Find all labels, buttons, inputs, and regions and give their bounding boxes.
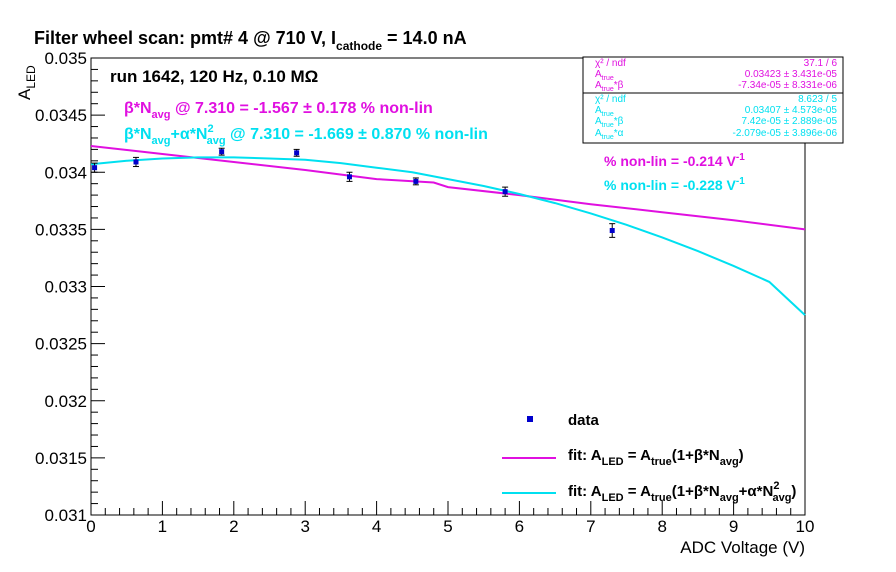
x-tick-label: 5 [443, 517, 452, 536]
data-point [346, 174, 352, 180]
data-point [133, 159, 139, 165]
chart-title-tail: = 14.0 nA [382, 28, 467, 48]
x-tick-label: 9 [729, 517, 738, 536]
x-tick-label: 10 [796, 517, 815, 536]
data-point [413, 178, 419, 184]
stats-box-quadratic: χ² / ndf 8.623 / 5 Atrue 0.03407 ± 4.573… [582, 92, 844, 144]
chart-title: Filter wheel scan: pmt# 4 @ 710 V, Icath… [34, 28, 467, 53]
stats-linear-chi2-label: χ² / ndf [595, 58, 626, 69]
legend-quad-label: fit: ALED = Atrue(1+β*Navg+α*N2 avg) [568, 480, 796, 504]
stats-box-quadratic-frame [582, 92, 844, 144]
y-tick-label: 0.033 [44, 278, 87, 297]
stats-linear-beta-value: -7.34e-05 ± 8.331e-06 [738, 80, 837, 91]
stats-quad-beta-label: Atrue*β [595, 116, 624, 129]
fit-curves [90, 145, 806, 316]
chart-title-main: Filter wheel scan: pmt# 4 @ 710 V, I [34, 28, 336, 48]
x-axis-label: ADC Voltage (V) [680, 538, 805, 557]
x-tick-label: 1 [158, 517, 167, 536]
linear-fit-curve [90, 145, 806, 231]
stats-quad-beta-value: 7.42e-05 ± 2.889e-05 [741, 116, 837, 127]
data-point [219, 149, 225, 155]
x-tick-label: 7 [586, 517, 595, 536]
data-point [502, 189, 508, 195]
stats-linear-atrue-label: Atrue [595, 69, 614, 82]
legend-data-label: data [568, 412, 600, 429]
run-label: run 1642, 120 Hz, 0.10 MΩ [110, 67, 318, 86]
x-tick-label: 8 [657, 517, 666, 536]
data-point [92, 165, 98, 171]
quadratic-fit-curve [90, 156, 806, 316]
y-tick-label: 0.0335 [35, 220, 87, 239]
y-tick-label: 0.031 [44, 506, 87, 525]
stats-box-linear: χ² / ndf 37.1 / 6 Atrue 0.03423 ± 3.431e… [582, 56, 844, 94]
y-axis-label-group: ALED [15, 65, 38, 100]
stats-quad-atrue-label: Atrue [595, 105, 614, 118]
y-tick-label: 0.0345 [35, 106, 87, 125]
stats-quad-alpha-value: -2.079e-05 ± 3.896e-06 [733, 128, 838, 139]
y-tick-label: 0.032 [44, 392, 87, 411]
y-tick-label: 0.0325 [35, 335, 87, 354]
stats-linear-chi2-value: 37.1 / 6 [804, 58, 838, 69]
y-tick-label: 0.034 [44, 163, 87, 182]
cyan-nonlin-label: % non-lin = -0.228 V-1 [604, 176, 745, 193]
legend: data fit: ALED = Atrue(1+β*Navg) fit: AL… [502, 412, 796, 504]
cyan-fit-annotation: β*Navg+α*N2 avg @ 7.310 = -1.669 ± 0.870 … [124, 123, 488, 147]
stats-quad-alpha-label: Atrue*α [595, 128, 624, 141]
data-point [294, 150, 300, 156]
magenta-nonlin-label: % non-lin = -0.214 V-1 [604, 152, 745, 169]
legend-data-marker [527, 416, 533, 422]
stats-linear-beta-label: Atrue*β [595, 80, 624, 93]
y-axis-label-main: A [15, 88, 34, 100]
stats-quad-atrue-value: 0.03407 ± 4.573e-05 [745, 105, 838, 116]
y-tick-label: 0.035 [44, 49, 87, 68]
x-tick-label: 2 [229, 517, 238, 536]
data-points [91, 147, 616, 238]
y-tick-label: 0.0315 [35, 449, 87, 468]
x-tick-label: 4 [372, 517, 381, 536]
x-tick-label: 0 [86, 517, 95, 536]
magenta-fit-annotation: β*Navg @ 7.310 = -1.567 ± 0.178 % non-li… [124, 100, 433, 121]
legend-linear-label: fit: ALED = Atrue(1+β*Navg) [568, 447, 744, 468]
x-axis: 0 1 2 3 4 5 6 7 8 9 10 [86, 501, 814, 536]
stats-quad-chi2-label: χ² / ndf [595, 94, 626, 105]
stats-quad-chi2-value: 8.623 / 5 [798, 94, 837, 105]
x-tick-label: 3 [300, 517, 309, 536]
stats-linear-atrue-value: 0.03423 ± 3.431e-05 [745, 69, 838, 80]
x-tick-label: 6 [515, 517, 524, 536]
data-point [609, 228, 615, 234]
y-axis-label-sub: LED [24, 65, 38, 89]
y-axis: 0.031 0.0315 0.032 0.0325 0.033 0.0335 0.034 0.… [35, 49, 105, 525]
y-axis-label: ALED [15, 65, 38, 100]
chart-title-sub: cathode [336, 39, 382, 53]
